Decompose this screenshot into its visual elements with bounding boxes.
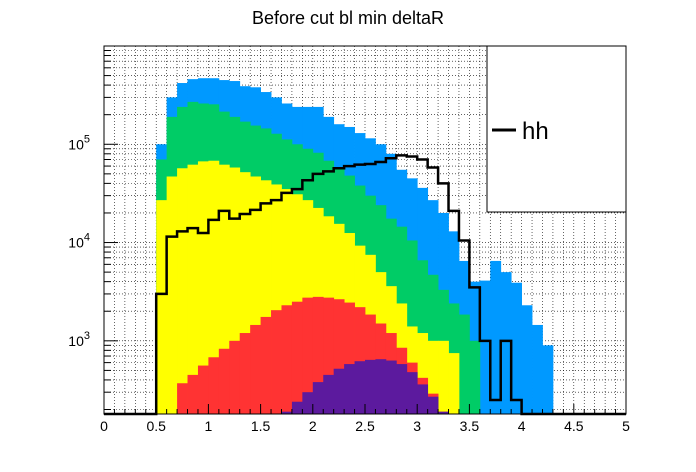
histogram-bar <box>291 401 303 414</box>
histogram-bar <box>427 340 439 414</box>
histogram-bar <box>218 164 230 414</box>
x-tick-label: 1.5 <box>251 418 271 434</box>
histogram-bar <box>448 353 460 414</box>
histogram-bar <box>239 333 251 414</box>
histogram-bar <box>323 374 335 414</box>
histogram-bar <box>166 176 178 414</box>
histogram-bar <box>229 167 241 414</box>
histogram-bar <box>281 189 293 414</box>
histogram-bar <box>302 297 314 414</box>
x-tick-label: 3.5 <box>460 418 480 434</box>
histogram-bar <box>187 374 199 414</box>
x-tick-label: 2.5 <box>355 418 375 434</box>
histogram-bar <box>281 411 293 414</box>
line-series-hh <box>104 154 626 416</box>
x-tick-label: 1 <box>205 418 213 434</box>
histogram-bar <box>344 302 355 414</box>
histogram-bar <box>365 359 376 414</box>
histogram-bar <box>406 372 418 414</box>
histogram-bar <box>250 324 261 414</box>
histogram-bar <box>532 324 543 414</box>
histogram-bar <box>438 411 449 414</box>
histogram-bar <box>271 310 282 414</box>
histogram-bar <box>417 333 429 414</box>
x-tick-label: 0.5 <box>146 418 166 434</box>
histogram-bar <box>354 307 366 414</box>
histogram-bar <box>500 272 512 414</box>
histogram-bar <box>323 297 335 414</box>
x-tick-label: 3 <box>413 418 421 434</box>
line-histogram <box>104 154 626 416</box>
stacked-histogram <box>156 78 554 415</box>
histogram-bar <box>521 305 533 414</box>
histogram-bar <box>417 384 429 414</box>
histogram-bar <box>302 392 314 414</box>
histogram-bar <box>271 184 282 414</box>
histogram-bar <box>197 365 209 414</box>
histogram-bar <box>396 364 408 414</box>
histogram-bar <box>312 382 324 414</box>
histogram-bar <box>344 364 355 414</box>
histogram-bar <box>250 176 261 414</box>
histogram-bar <box>511 282 522 414</box>
histogram-bar <box>281 305 293 414</box>
histogram-bar <box>208 160 220 414</box>
histogram-bar <box>385 360 397 414</box>
y-tick-label: 104 <box>68 232 90 251</box>
y-tick-label: 105 <box>68 133 90 152</box>
histogram-bar <box>187 164 199 414</box>
histogram-bar <box>458 314 470 414</box>
y-tick-label: 103 <box>68 330 90 349</box>
histogram-bar <box>354 361 366 414</box>
histogram-bar <box>208 357 220 414</box>
histogram-bar <box>218 348 230 414</box>
histogram-bar <box>260 180 272 414</box>
x-tick-label: 2 <box>309 418 317 434</box>
histogram-bar <box>197 161 209 414</box>
histogram-bar <box>438 340 449 414</box>
chart-title: Before cut bl min deltaR <box>252 8 444 28</box>
x-tick-label: 0 <box>100 418 108 434</box>
x-tick-label: 4.5 <box>564 418 584 434</box>
histogram-bar <box>291 301 303 414</box>
histogram-bar <box>427 396 439 414</box>
histogram-bar <box>333 368 345 414</box>
histogram-bar <box>156 200 168 414</box>
histogram-bar <box>375 359 387 414</box>
histogram-bar <box>260 316 272 414</box>
histogram-bar <box>333 299 345 414</box>
x-tick-label: 5 <box>622 418 630 434</box>
histogram-bar <box>542 345 554 414</box>
histogram-bar <box>312 296 324 414</box>
histogram-bar <box>177 383 188 414</box>
x-tick-label: 4 <box>518 418 526 434</box>
histogram-bar <box>229 340 241 414</box>
histogram-bar <box>479 280 491 414</box>
histogram-bar <box>177 168 188 414</box>
axes: 0 0.5 1 1.5 2 2.5 3 3.5 4 4.5 5 103 104 105 <box>68 49 630 434</box>
histogram-bar <box>469 340 481 414</box>
legend: hh <box>486 45 627 213</box>
legend-entry-hh: hh <box>522 118 549 145</box>
histogram-bar <box>490 260 502 414</box>
histogram-bar <box>239 172 251 414</box>
